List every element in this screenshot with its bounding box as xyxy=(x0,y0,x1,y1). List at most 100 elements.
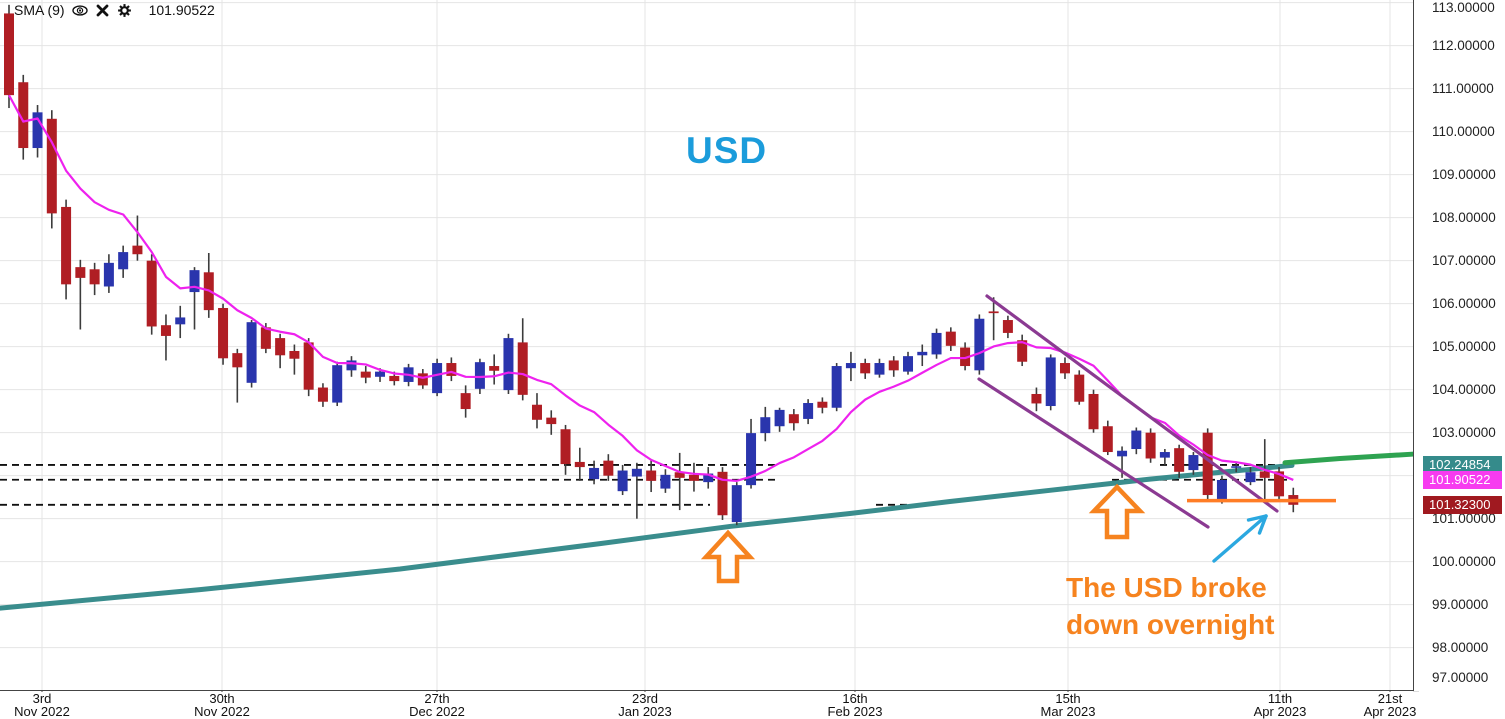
candle-body xyxy=(46,118,57,214)
candle-body xyxy=(974,318,985,371)
candle-body xyxy=(289,350,300,359)
price-axis-label: 112.00000 xyxy=(1432,37,1495,53)
price-axis-label: 109.00000 xyxy=(1432,166,1496,182)
candle-body xyxy=(903,356,914,372)
candle-body xyxy=(717,471,728,516)
candle-body xyxy=(218,307,229,359)
candle-body xyxy=(346,360,357,371)
price-axis-label: 105.00000 xyxy=(1432,338,1496,354)
price-axis-label: 101.00000 xyxy=(1432,510,1496,526)
candle-body xyxy=(1202,432,1213,496)
eye-icon[interactable] xyxy=(71,3,88,18)
candle-body xyxy=(1017,340,1028,362)
candle-body xyxy=(860,363,871,374)
candle-body xyxy=(89,269,100,285)
candle-body xyxy=(760,417,771,434)
candle-body xyxy=(1117,450,1128,457)
candle-body xyxy=(546,417,557,425)
date-axis-label: 27th Dec 2022 xyxy=(409,691,465,719)
date-axis-label: 16th Feb 2023 xyxy=(827,691,883,719)
candle-body xyxy=(1088,393,1099,430)
candle-body xyxy=(175,317,186,325)
date-axis-label: 15th Mar 2023 xyxy=(1040,691,1096,719)
candle-body xyxy=(1145,432,1156,459)
candle-body xyxy=(988,311,999,314)
candle-body xyxy=(674,472,685,478)
price-axis-label: 108.00000 xyxy=(1432,209,1496,225)
candle-body xyxy=(646,470,657,481)
sma-price-tag: 101.90522 xyxy=(1423,470,1502,489)
candle-body xyxy=(503,338,514,391)
price-axis-label: 110.00000 xyxy=(1432,123,1495,139)
candle-body xyxy=(831,366,842,408)
candle-body xyxy=(232,353,243,368)
candle-body xyxy=(375,371,386,377)
price-axis-label: 100.00000 xyxy=(1432,553,1496,569)
sma-line xyxy=(8,94,1294,482)
long-ma-price-tag: 102.24854 xyxy=(1423,456,1502,474)
candle-body xyxy=(132,245,143,255)
candle-body xyxy=(1259,471,1270,478)
candle-body xyxy=(888,360,899,371)
chart-title: USD xyxy=(686,130,768,171)
price-axis-label: 98.00000 xyxy=(1432,639,1489,655)
close-icon[interactable] xyxy=(95,3,110,18)
candle-body xyxy=(589,467,600,480)
green-projection-line xyxy=(1282,451,1415,466)
candle-body xyxy=(460,393,471,410)
candle-body xyxy=(1031,393,1042,404)
candle-body xyxy=(603,460,614,476)
candle-body xyxy=(75,267,86,278)
price-axis-label: 106.00000 xyxy=(1432,295,1496,311)
candle-body xyxy=(517,342,528,395)
candle-body xyxy=(1245,472,1256,483)
price-axis[interactable]: 113.00000 112.00000 111.00000 110.00000 109.… xyxy=(1414,0,1505,691)
candle-body xyxy=(746,433,757,486)
price-axis-label: 111.00000 xyxy=(1432,80,1494,96)
candle-body xyxy=(917,351,928,356)
indicator-value: 101.90522 xyxy=(148,2,215,18)
up-arrow-icon xyxy=(700,529,756,584)
date-axis-label: 11th Apr 2023 xyxy=(1253,691,1307,719)
candle-body xyxy=(1274,471,1285,497)
candle-body xyxy=(146,260,157,327)
candle-body xyxy=(1231,466,1242,468)
candle-body xyxy=(574,461,585,468)
candle-body xyxy=(1002,320,1013,333)
candle-body xyxy=(446,363,457,376)
candle-body xyxy=(303,342,314,390)
candle-body xyxy=(474,362,485,389)
candle-body xyxy=(945,331,956,346)
indicator-legend: SMA (9) xyxy=(14,2,215,18)
price-axis-label: 113.00000 xyxy=(1432,0,1495,15)
last-price-tag: 101.32300 xyxy=(1423,495,1502,514)
candle-body xyxy=(275,338,286,356)
candle-body xyxy=(389,375,400,382)
candle-body xyxy=(617,470,628,492)
candle-body xyxy=(531,404,542,420)
annotation-line1: The USD broke xyxy=(1066,572,1267,603)
price-axis-label: 99.00000 xyxy=(1432,596,1489,612)
candle-body xyxy=(489,366,500,371)
annotation-text: The USD broke down overnight xyxy=(1066,569,1274,643)
candle-body xyxy=(32,112,43,149)
candle-body xyxy=(332,365,343,403)
candle-body xyxy=(1059,363,1070,374)
candle-body xyxy=(1159,452,1170,458)
candle-body xyxy=(803,403,814,419)
candle-body xyxy=(432,363,443,394)
purple-trendline xyxy=(977,377,1210,529)
candle-body xyxy=(1045,357,1056,407)
candle-body xyxy=(118,252,129,270)
candle-body xyxy=(731,485,742,523)
date-axis[interactable]: 3rd Nov 2022 30th Nov 2022 27th Dec 2022 23rd J… xyxy=(0,692,1505,719)
gear-icon[interactable] xyxy=(117,3,132,18)
pointer-arrow-icon xyxy=(1246,514,1268,522)
candle-body xyxy=(317,387,328,402)
candle-body xyxy=(788,414,799,424)
candle-body xyxy=(189,270,200,293)
up-arrow-icon xyxy=(1088,483,1146,540)
candle-body xyxy=(703,473,714,483)
candle-body xyxy=(960,347,971,367)
